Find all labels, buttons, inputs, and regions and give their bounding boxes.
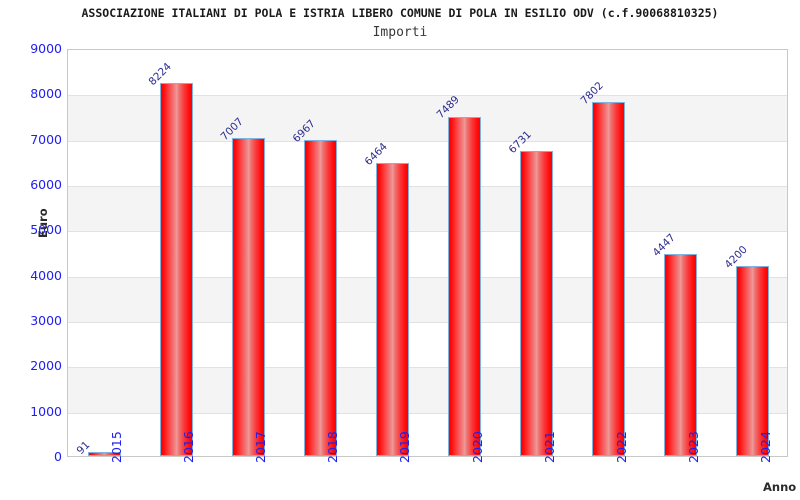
- x-axis-title: Anno: [763, 480, 797, 494]
- bar-value-label: 91: [74, 438, 93, 457]
- bar[interactable]: [664, 254, 698, 456]
- y-tick-label: 4000: [30, 267, 62, 283]
- bar-value-label: 4447: [650, 232, 679, 260]
- gridline: [68, 277, 787, 278]
- bar[interactable]: [448, 116, 482, 456]
- gridline: [68, 231, 787, 232]
- plot-area: [67, 49, 788, 457]
- x-tick-label: 2016: [181, 431, 197, 463]
- y-axis-title: Euro: [36, 208, 50, 238]
- chart-subtitle: Importi: [372, 25, 428, 40]
- bar-value-label: 8224: [146, 60, 174, 89]
- x-tick-label: 2023: [685, 431, 701, 463]
- bar-value-label: 6967: [290, 117, 318, 146]
- y-tick-label: 7000: [30, 131, 62, 147]
- x-tick-label: 2017: [253, 431, 269, 463]
- gridline: [68, 141, 787, 142]
- y-tick-label: 3000: [30, 313, 62, 328]
- bar-value-label: 7489: [434, 94, 462, 122]
- x-tick-label: 2024: [757, 431, 773, 463]
- bar[interactable]: [592, 102, 626, 456]
- gridline: [68, 186, 787, 187]
- x-tick-label: 2015: [109, 431, 125, 463]
- y-axis-tick-labels: 0 1000 2000 3000 4000 5000 6000 7000 8000 9000: [0, 0, 62, 500]
- y-tick-label: 1000: [30, 403, 62, 419]
- bar[interactable]: [303, 140, 337, 456]
- x-tick-label: 2021: [541, 431, 557, 463]
- y-tick-label: 2000: [30, 358, 62, 374]
- bar[interactable]: [375, 162, 409, 456]
- bar[interactable]: [231, 138, 265, 456]
- gridline: [68, 367, 787, 368]
- bar[interactable]: [87, 451, 121, 456]
- x-axis-tick-labels: 2015 2016 2017 2018 2019 2020 2021 2022 2023 2024: [67, 431, 788, 500]
- x-tick-label: 2018: [325, 431, 341, 463]
- gridline: [68, 95, 787, 96]
- y-tick-label: 6000: [30, 177, 62, 192]
- gridline: [68, 322, 787, 323]
- data-labels: 91 8224 7007 6967 6464 7489 6731 7802 4447 4200: [67, 49, 788, 457]
- bar[interactable]: [736, 265, 770, 456]
- x-tick-label: 2019: [397, 431, 413, 463]
- bar-value-label: 7802: [578, 79, 607, 108]
- gridline: [68, 413, 787, 414]
- y-tick-label: 5000: [30, 222, 62, 238]
- y-tick-label: 0: [54, 449, 62, 464]
- bar-value-label: 7007: [218, 115, 246, 144]
- bar-value-label: 4200: [722, 243, 751, 271]
- chart-title: ASSOCIAZIONE ITALIANI DI POLA E ISTRIA L…: [81, 6, 719, 20]
- bar-value-label: 6731: [506, 128, 535, 156]
- y-tick-label: 8000: [30, 86, 62, 102]
- bar[interactable]: [520, 150, 554, 456]
- bar-value-label: 6464: [362, 140, 390, 168]
- y-tick-label: 9000: [30, 41, 62, 56]
- bar[interactable]: [159, 83, 193, 456]
- x-tick-label: 2020: [469, 431, 485, 463]
- bar-series: [68, 50, 787, 456]
- x-tick-label: 2022: [613, 431, 629, 463]
